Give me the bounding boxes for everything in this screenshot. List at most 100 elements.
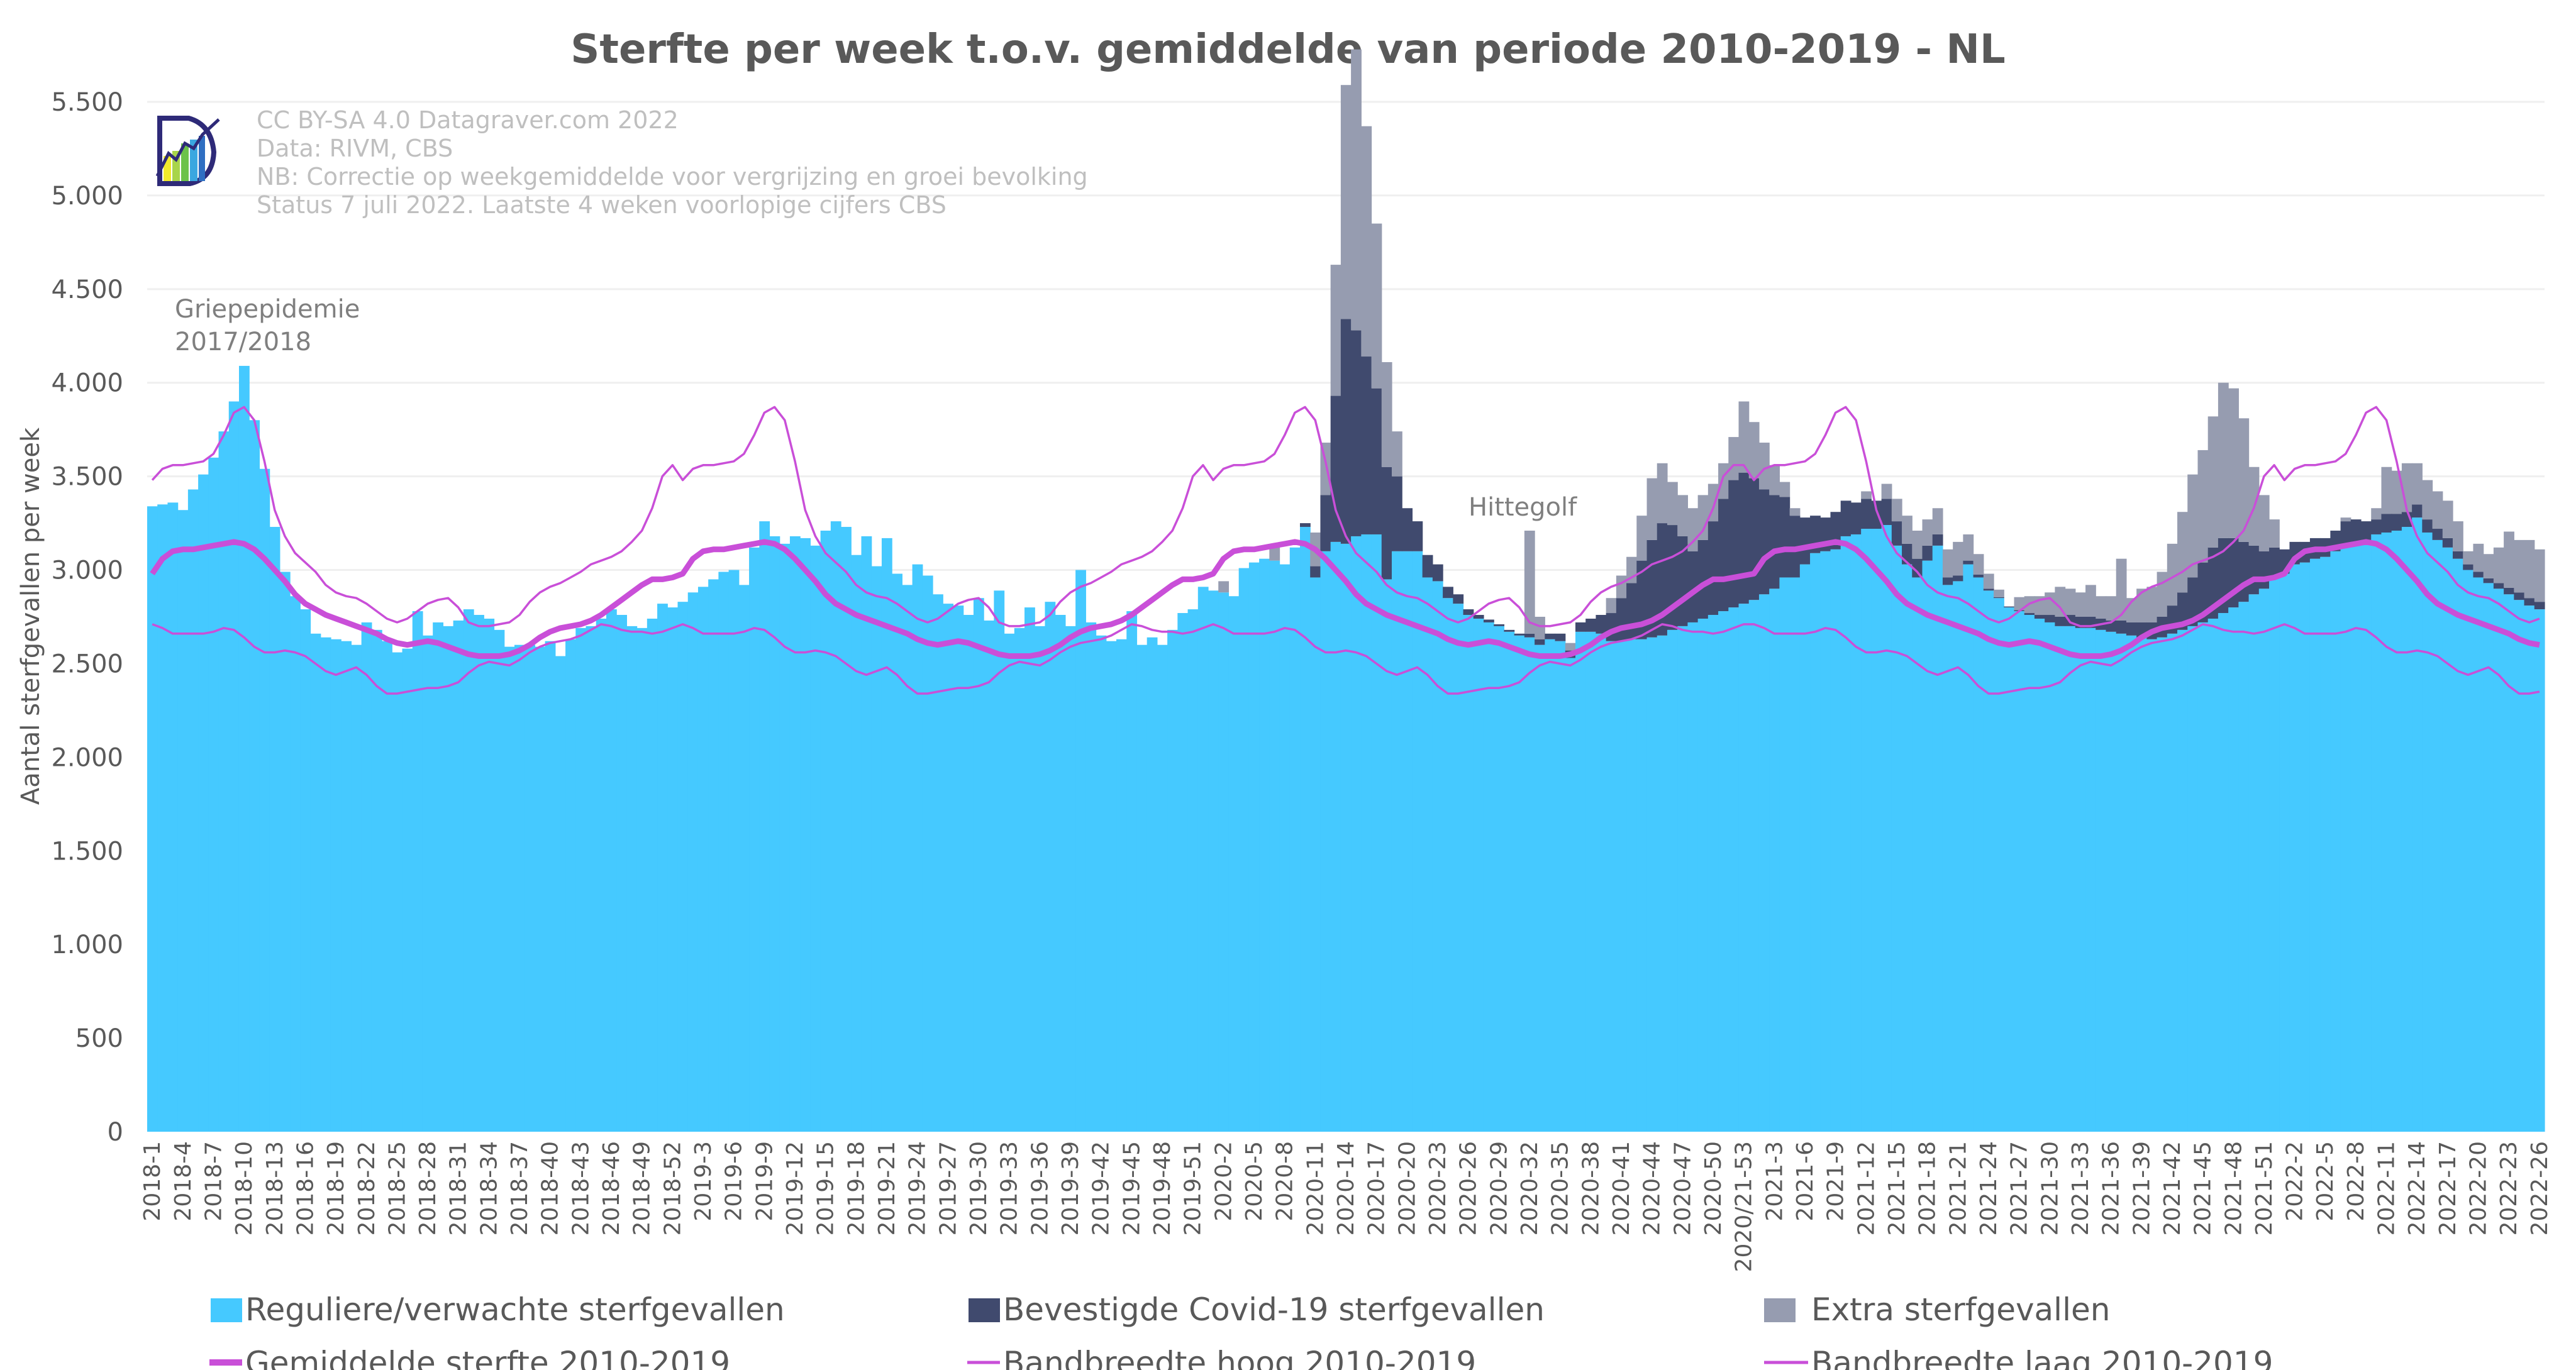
x-tick-label: 2020-29 — [1486, 1141, 1512, 1235]
legend-item-hoog[interactable]: Bandbreedte hoog 2010-2019 — [967, 1345, 1476, 1370]
bar-reguliere — [1218, 592, 1230, 1132]
bar-reguliere — [2167, 633, 2178, 1132]
legend-item-laag[interactable]: Bandbreedte laag 2010-2019 — [1764, 1345, 2273, 1370]
legend-item-extra[interactable]: Extra sterfgevallen — [1764, 1291, 2110, 1328]
x-tick-label: 2018-25 — [384, 1141, 410, 1235]
x-tick-label: 2020-41 — [1609, 1141, 1635, 1235]
bar-extra — [2055, 587, 2066, 617]
bar-reguliere — [1279, 564, 1291, 1132]
bar-covid — [1391, 476, 1402, 551]
bar-extra — [2504, 531, 2514, 588]
bar-reguliere — [943, 604, 954, 1132]
bar-covid — [1320, 495, 1331, 551]
bar-extra — [2085, 585, 2096, 617]
bar-reguliere — [1575, 631, 1586, 1132]
bar-extra — [1902, 516, 1913, 544]
bar-extra — [1728, 437, 1740, 480]
x-tick-label: 2018-52 — [660, 1141, 686, 1235]
bar-extra — [2228, 388, 2239, 538]
bar-reguliere — [2483, 583, 2494, 1132]
bar-reguliere — [453, 620, 464, 1132]
bar-reguliere — [1075, 570, 1086, 1132]
bar-extra — [1636, 516, 1648, 561]
bar-reguliere — [636, 627, 648, 1132]
bar-reguliere — [1116, 639, 1127, 1132]
bar-reguliere — [1187, 609, 1199, 1132]
bar-reguliere — [1136, 644, 1148, 1132]
bar-reguliere — [1973, 577, 1984, 1132]
bar-covid — [1718, 499, 1729, 612]
bar-reguliere — [2034, 618, 2045, 1132]
bar-extra — [1983, 573, 1994, 589]
bar-reguliere — [1371, 534, 1382, 1132]
x-tick-label: 2020-17 — [1364, 1141, 1390, 1235]
bar-reguliere — [1412, 551, 1423, 1132]
bar-reguliere — [463, 609, 474, 1132]
bar-extra — [2157, 572, 2168, 617]
bar-reguliere — [1432, 581, 1443, 1132]
bar-reguliere — [361, 622, 372, 1132]
x-tick-label: 2019-27 — [935, 1141, 961, 1235]
bar-reguliere — [1045, 602, 1056, 1132]
bar-covid — [2524, 598, 2535, 606]
bar-covid — [1616, 598, 1627, 641]
x-axis-ticks: 2018-1 2018-4 2018-7 2018-10 2018-13 2018-16 2… — [140, 1141, 2553, 1272]
x-tick-label: 2022-23 — [2496, 1141, 2522, 1235]
legend-item-reguliere[interactable]: Reguliere/verwachte sterfgevallen — [211, 1291, 785, 1328]
note-correction: NB: Correctie op weekgemiddelde voor ver… — [257, 163, 1088, 191]
bar-reguliere — [738, 585, 750, 1132]
bar-reguliere — [2309, 558, 2321, 1132]
bar-covid — [2116, 620, 2127, 634]
x-tick-label: 2018-28 — [415, 1141, 441, 1235]
x-tick-label: 2021-36 — [2099, 1141, 2124, 1235]
bar-extra — [1994, 589, 2004, 597]
bar-reguliere — [1422, 577, 1433, 1132]
bar-reguliere — [310, 633, 321, 1132]
bars — [147, 49, 2545, 1132]
bar-reguliere — [841, 527, 852, 1132]
bar-reguliere — [2371, 534, 2382, 1132]
bar-covid — [1575, 622, 1586, 632]
bar-extra — [1340, 85, 1352, 319]
bar-reguliere — [422, 635, 433, 1132]
bar-reguliere — [2126, 635, 2137, 1132]
bar-extra — [1932, 508, 1943, 534]
bar-reguliere — [1494, 626, 1505, 1132]
x-tick-label: 2020-23 — [1425, 1141, 1451, 1235]
bar-reguliere — [279, 572, 291, 1132]
bar-extra — [1942, 549, 1953, 578]
bar-extra — [2432, 491, 2443, 529]
legend-item-covid[interactable]: Bevestigde Covid-19 sterfgevallen — [969, 1291, 1545, 1328]
bar-reguliere — [1891, 545, 1902, 1132]
legend-item-gemiddelde[interactable]: Gemiddelde sterfte 2010-2019 — [209, 1345, 730, 1370]
bar-reguliere — [1157, 644, 1168, 1132]
bar-reguliere — [861, 536, 872, 1132]
bar-reguliere — [1269, 560, 1280, 1132]
bar-extra — [1718, 463, 1729, 499]
bar-covid — [1769, 495, 1780, 589]
bar-reguliere — [412, 611, 423, 1132]
bar-reguliere — [2207, 618, 2219, 1132]
bar-reguliere — [218, 431, 230, 1132]
bar-reguliere — [1238, 568, 1250, 1132]
bar-reguliere — [2340, 543, 2351, 1132]
bar-reguliere — [1994, 598, 2004, 1132]
bar-reguliere — [1779, 577, 1790, 1132]
bar-covid — [1504, 629, 1515, 632]
legend-label-covid: Bevestigde Covid-19 sterfgevallen — [1003, 1291, 1545, 1328]
x-tick-label: 2020-5 — [1241, 1141, 1267, 1222]
bar-covid — [2504, 587, 2514, 595]
line-gemiddelde — [150, 539, 2540, 659]
bar-reguliere — [810, 545, 821, 1132]
bar-extra — [1330, 265, 1341, 396]
bar-reguliere — [1636, 639, 1648, 1132]
bar-covid — [1891, 521, 1902, 546]
x-tick-label: 2019-24 — [905, 1141, 931, 1235]
bar-reguliere — [2258, 588, 2270, 1132]
bar-reguliere — [606, 609, 617, 1132]
x-tick-label: 2021-39 — [2129, 1141, 2155, 1235]
bar-reguliere — [1289, 547, 1301, 1132]
bar-extra — [1697, 495, 1709, 540]
bar-reguliere — [2004, 607, 2015, 1132]
bar-reguliere — [902, 585, 913, 1132]
